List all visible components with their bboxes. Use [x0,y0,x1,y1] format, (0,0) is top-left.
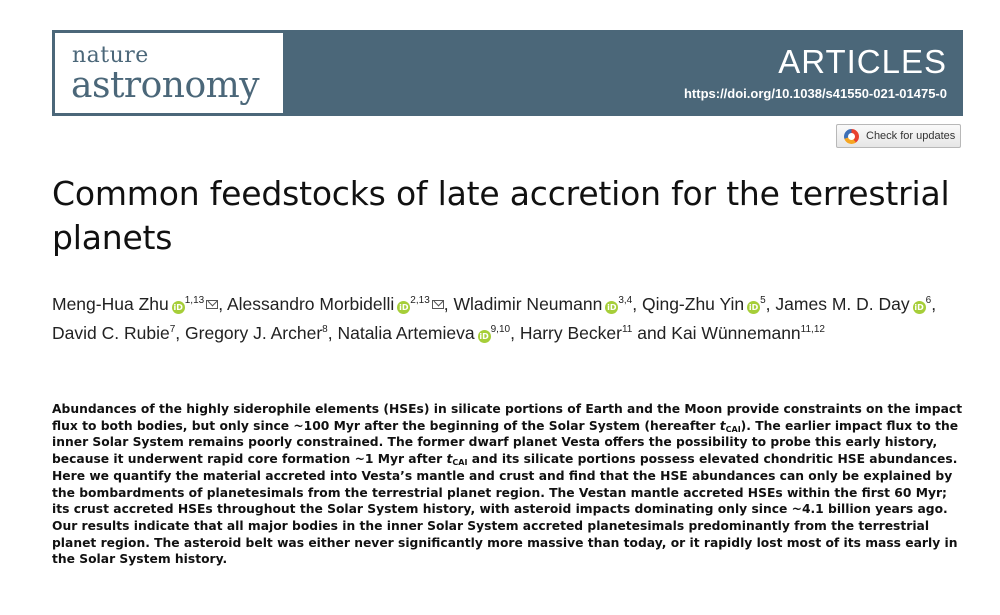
author-list: Meng-Hua Zhu iD1,13, Alessandro Morbidell… [52,290,957,348]
orcid-icon[interactable]: iD [397,301,411,314]
author-affiliation: 11 [621,324,633,335]
author-affiliation: 8 [322,324,328,335]
author-separator: , [175,323,181,343]
author-affiliation: 2,13 [410,295,430,306]
check-for-updates-button[interactable]: Check for updates [836,124,961,148]
author-item: Natalia Artemieva iD9,10, [337,323,515,343]
author-separator: , [218,294,224,314]
author-affiliation: 3,4 [618,295,633,306]
author-item: David C. Rubie7, [52,323,180,343]
abstract-part-1: Abundances of the highly siderophile ele… [52,402,963,433]
orcid-icon[interactable]: iD [912,301,926,314]
doi-link[interactable]: https://doi.org/10.1038/s41550-021-01475… [683,86,947,101]
orcid-icon[interactable]: iD [477,330,491,343]
author-item: Alessandro Morbidelli iD2,13, [227,294,449,314]
author-item: Wladimir Neumann iD3,4, [453,294,638,314]
author-name[interactable]: Alessandro Morbidelli [226,294,395,314]
author-name[interactable]: Meng-Hua Zhu [52,294,169,314]
t-symbol: t [446,452,453,467]
author-affiliation: 1,13 [184,295,205,306]
t-symbol: t [719,418,726,433]
orcid-icon[interactable]: iD [605,301,619,314]
logo-astronomy-text: astronomy [71,65,260,106]
author-name[interactable]: Wladimir Neumann [453,294,603,314]
abstract-part-2: ). The earlier impact flux to the inner … [52,418,959,467]
author-separator: , [443,294,449,314]
author-item: Kai Wünnemann11,12 [671,323,825,343]
journal-header: nature astronomy ARTICLES https://doi.or… [52,30,963,116]
author-item: Qing-Zhu Yin iD5, [642,294,771,314]
author-name[interactable]: Harry Becker [519,323,622,343]
t-subscript: CAI [725,424,741,434]
check-updates-label: Check for updates [866,130,956,142]
author-name[interactable]: James M. D. Day [775,294,910,314]
author-affiliation: 6 [925,295,932,306]
author-name[interactable]: David C. Rubie [52,323,170,343]
abstract: Abundances of the highly siderophile ele… [52,401,964,568]
author-separator: , [765,294,771,314]
section-label: ARTICLES [778,43,947,80]
author-affiliation: 9,10 [490,324,511,335]
author-separator: , [327,323,333,343]
author-separator: and [632,323,667,343]
email-icon[interactable] [431,300,444,309]
author-separator: , [510,323,515,343]
author-item: Meng-Hua Zhu iD1,13, [52,294,223,314]
author-name[interactable]: Gregory J. Archer [185,323,323,343]
author-item: Gregory J. Archer8, [185,323,333,343]
author-item: Harry Becker11 and [520,323,667,343]
journal-logo[interactable]: nature astronomy [55,33,283,113]
author-affiliation: 5 [760,295,766,306]
t-subscript: CAI [452,458,468,468]
article-title: Common feedstocks of late accretion for … [52,174,950,257]
header-right: ARTICLES https://doi.org/10.1038/s41550-… [283,30,963,116]
crossmark-icon [844,128,859,144]
author-name[interactable]: Qing-Zhu Yin [641,294,745,314]
author-name[interactable]: Kai Wünnemann [671,323,801,343]
author-name[interactable]: Natalia Artemieva [337,323,475,343]
author-affiliation: 7 [169,324,176,335]
email-icon[interactable] [206,300,219,309]
author-item: James M. D. Day iD6, [775,294,936,314]
author-separator: , [632,294,638,314]
author-separator: , [931,294,937,314]
orcid-icon[interactable]: iD [747,301,761,314]
author-affiliation: 11,12 [800,324,825,335]
abstract-part-3: and its silicate portions possess elevat… [52,452,958,567]
orcid-icon[interactable]: iD [171,301,185,314]
logo-nature-text: nature [72,43,149,68]
